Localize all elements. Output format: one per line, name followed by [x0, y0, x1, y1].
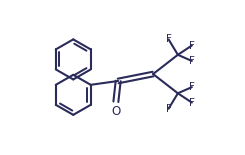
Text: O: O [111, 105, 121, 118]
Text: F: F [189, 82, 195, 92]
Text: F: F [166, 104, 171, 114]
Text: F: F [166, 34, 171, 44]
Text: F: F [189, 56, 195, 66]
Text: F: F [189, 97, 195, 108]
Text: F: F [189, 41, 195, 51]
